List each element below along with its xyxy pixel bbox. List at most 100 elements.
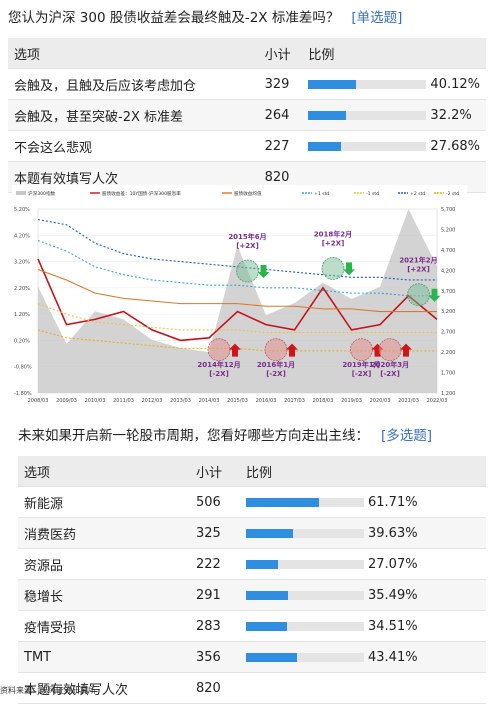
table-row: 会触及，甚至突破-2X 标准差 264 32.2%: [8, 99, 486, 131]
ratio-bar-fill: [246, 621, 287, 631]
y-left-tick-label: 4.20%: [14, 233, 30, 239]
y-left-tick-label: 3.20%: [14, 260, 30, 266]
ratio-percent: 43.41%: [368, 649, 418, 665]
option-label: 消费医药: [18, 517, 190, 549]
option-ratio: 35.49%: [240, 579, 486, 611]
question-1-text: 您认为沪深 300 股债收益差会最终触及-2X 标准差吗？: [8, 10, 340, 26]
annotation-tag: [-2X]: [352, 370, 372, 378]
table-header-row: 选项 小计 比例: [8, 38, 486, 69]
ratio-percent: 40.12%: [430, 76, 480, 92]
x-tick-label: 2010/03: [85, 398, 106, 404]
question-1-type-tag[interactable]: [单选题]: [351, 10, 403, 26]
y-left-tick-label: -0.80%: [14, 365, 32, 371]
table-row: 消费医药 325 39.63%: [18, 517, 486, 549]
down-arrow-icon: [428, 288, 441, 302]
source-note: 资料来源：天风证券研究所: [0, 686, 96, 695]
header-count: 小计: [190, 456, 240, 487]
option-ratio: 39.63%: [240, 517, 486, 549]
ratio-percent: 34.51%: [368, 618, 418, 634]
x-tick-label: 2016/03: [256, 398, 277, 404]
ratio-bar-fill: [308, 141, 342, 151]
annotation-circle: [264, 338, 288, 362]
legend-label: 沪深300指数: [28, 190, 56, 197]
x-tick-label: 2017/03: [284, 398, 305, 404]
ratio-bar: [246, 590, 364, 600]
annotation-tag: [+2X]: [322, 239, 345, 247]
option-ratio: 61.71%: [240, 486, 486, 518]
annotation-date: 2014年12月: [197, 360, 240, 369]
y-right-tick-label: 2,700: [441, 330, 455, 336]
option-count: 325: [190, 517, 240, 549]
option-label: TMT: [18, 641, 190, 673]
question-2-type-tag[interactable]: [多选题]: [381, 428, 433, 444]
table-row: 资源品 222 27.07%: [18, 548, 486, 580]
ratio-percent: 32.2%: [430, 107, 472, 123]
ratio-bar-fill: [308, 79, 356, 89]
y-right-tick-label: 3,200: [441, 309, 455, 315]
annotation-circle: [207, 338, 231, 362]
ratio-bar-fill: [308, 110, 347, 120]
total-label: 本题有效填写人次: [18, 672, 190, 704]
y-right-tick-label: 5,200: [441, 227, 455, 233]
annotation-circle: [321, 257, 345, 280]
y-right-tick-label: 4,700: [441, 248, 455, 254]
annotation-circle: [350, 338, 373, 362]
x-tick-label: 2020/03: [370, 398, 391, 404]
option-ratio: 32.2%: [302, 99, 486, 131]
option-count: 264: [258, 99, 303, 131]
series-line: [37, 268, 437, 313]
legend-label: +2 std: [410, 191, 425, 197]
ratio-bar-fill: [246, 497, 319, 507]
legend-label: 股债收益均值: [234, 190, 262, 197]
series-line: [37, 303, 437, 334]
option-label: 不会这么悲观: [8, 130, 259, 162]
option-count: 329: [258, 68, 303, 100]
chart-svg: 5.20% 4.20% 3.20% 2.20% 1.20% 0.20% -0.80% -1.8…: [14, 190, 459, 404]
option-label: 稳增长: [18, 579, 190, 611]
table-row: TMT 356 43.41%: [18, 641, 486, 673]
annotation-date: 2019年1月: [342, 360, 380, 369]
header-count: 小计: [258, 38, 303, 69]
ratio-bar: [308, 110, 427, 120]
option-count: 506: [190, 486, 240, 518]
header-ratio: 比例: [302, 38, 486, 69]
table-row: 不会这么悲观 227 27.68%: [8, 130, 486, 162]
y-right-tick-label: 3,700: [441, 289, 455, 295]
option-count: 227: [258, 130, 303, 162]
x-tick-label: 2009/03: [56, 398, 77, 404]
x-tick-label: 2021/03: [398, 398, 419, 404]
legend-label: 股债收益差：10Y国债-沪深300股息率: [102, 190, 181, 197]
option-ratio: 40.12%: [302, 68, 486, 100]
x-tick-label: 2014/03: [199, 398, 220, 404]
legend-label: -2 std: [446, 191, 459, 197]
table-header-row: 选项 小计 比例: [18, 456, 486, 487]
option-count: 356: [190, 641, 240, 673]
ratio-bar-fill: [246, 559, 278, 569]
option-count: 283: [190, 610, 240, 642]
ratio-percent: 27.68%: [430, 138, 480, 154]
y-left-tick-label: 1.20%: [14, 312, 30, 318]
y-right-tick-label: 1,200: [441, 391, 455, 397]
ratio-percent: 35.49%: [368, 587, 418, 603]
x-tick-label: 2012/03: [142, 398, 163, 404]
annotation-circle: [378, 338, 402, 362]
total-count: 820: [190, 672, 240, 704]
annotation-tag: [+2X]: [236, 242, 259, 250]
question-2-title: 未来如果开启新一轮股市周期，您看好哪些方向走出主线： [多选题]: [18, 424, 432, 444]
table-row: 稳增长 291 35.49%: [18, 579, 486, 611]
annotation-tag: [-2X]: [380, 370, 400, 378]
y-left-tick-label: -1.80%: [14, 391, 32, 397]
option-ratio: 34.51%: [240, 610, 486, 642]
table-row: 疫情受损 283 34.51%: [18, 610, 486, 642]
option-label: 新能源: [18, 486, 190, 518]
ratio-bar: [246, 497, 364, 507]
question-1-table: 选项 小计 比例 会触及，且触及后应该考虑加仓 329 40.12% 会触及，甚…: [8, 38, 486, 193]
up-arrow-icon: [400, 343, 412, 357]
x-tick-label: 2018/03: [313, 398, 334, 404]
ratio-percent: 27.07%: [368, 556, 418, 572]
y-right-tick-label: 1,700: [441, 371, 455, 377]
x-tick-label: 2013/03: [170, 398, 191, 404]
legend-label: +1 std: [314, 191, 329, 197]
option-label: 资源品: [18, 548, 190, 580]
table-row: 会触及，且触及后应该考虑加仓 329 40.12%: [8, 68, 486, 100]
